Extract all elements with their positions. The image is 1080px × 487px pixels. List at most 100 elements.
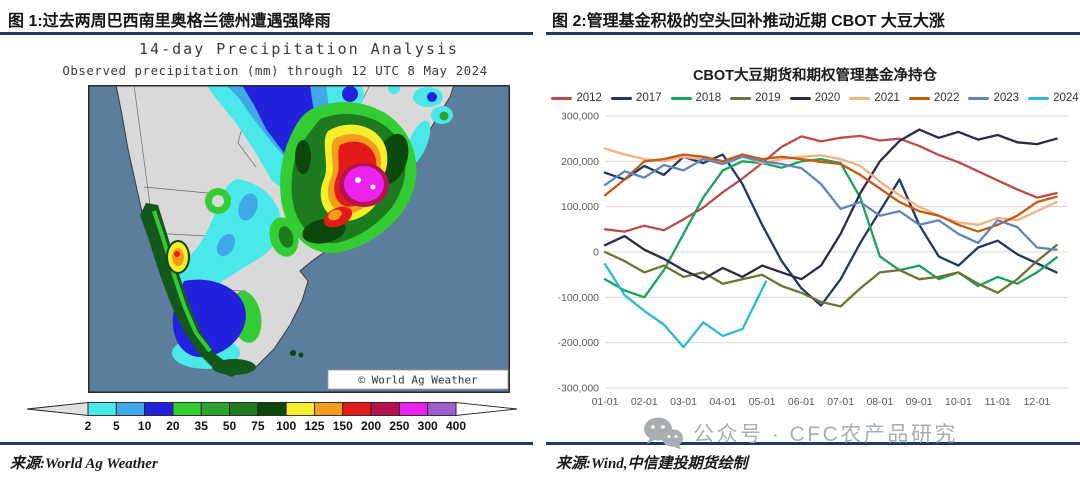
figure-2-title-rule <box>546 32 1080 35</box>
scale-label: 300 <box>418 419 438 433</box>
legend-swatch <box>551 96 573 100</box>
legend-label: 2021 <box>874 92 900 104</box>
scale-cell-250 <box>398 402 429 416</box>
scale-cell-5 <box>115 402 146 416</box>
legend-label: 2018 <box>695 92 722 104</box>
y-axis-tick: -200,000 <box>558 337 600 349</box>
series-line-2022 <box>603 153 1058 233</box>
wechat-watermark-text: 公众号 · CFC农产品研究 <box>693 423 958 446</box>
net-position-line-chart: 300,000 200,000 100,000 0 -100,000 -200,000 -3… <box>558 111 1068 408</box>
legend-label: 2020 <box>814 92 841 104</box>
y-axis-tick: 200,000 <box>561 156 599 168</box>
scale-label: 50 <box>223 419 237 433</box>
figure-2-source: 来源:Wind,中信建投期货绘制 <box>556 456 748 472</box>
series-line-2019 <box>603 244 1058 308</box>
legend-swatch <box>968 96 990 100</box>
figure-2-bottom-rule <box>546 442 1080 445</box>
scale-cell-20 <box>172 402 202 416</box>
legend-item-2024: 2024 <box>1028 92 1079 104</box>
chart-title: CBOT大豆期货和期权管理基金净持仓 <box>692 68 938 84</box>
scale-cell-75 <box>257 402 287 416</box>
legend-item-2012: 2012 <box>551 92 602 104</box>
legend-item-2021: 2021 <box>849 92 900 104</box>
legend-label: 2022 <box>933 92 960 104</box>
legend-item-2020: 2020 <box>789 92 841 104</box>
legend-item-2018: 2018 <box>670 92 722 104</box>
scale-label: 250 <box>389 419 409 433</box>
legend-swatch <box>849 96 871 100</box>
x-axis-tick: 04-01 <box>709 396 736 408</box>
figure-1-title-rule <box>0 32 533 35</box>
legend-swatch <box>789 96 811 100</box>
precip-map-title: 14-day Precipitation Analysis <box>139 40 459 58</box>
scale-label: 75 <box>251 419 265 433</box>
series-line-2012 <box>603 134 1058 233</box>
x-axis-tick: 03-01 <box>670 396 697 408</box>
series-line-2020 <box>603 128 1058 281</box>
precipitation-map: © World Ag Weather <box>88 85 510 393</box>
scale-cell-10 <box>144 402 174 416</box>
series-line-2023 <box>603 155 1058 251</box>
scale-arrow-right <box>455 401 518 417</box>
series-line-2024 <box>603 263 768 349</box>
precipitation-blobs <box>140 85 453 377</box>
y-axis-tick: 0 <box>593 246 599 258</box>
series-line-2017 <box>603 153 1058 307</box>
scale-cell-2 <box>87 402 117 416</box>
scale-label: 125 <box>304 419 324 433</box>
scale-cell-125 <box>314 402 344 416</box>
figure-1-bottom-rule <box>0 442 533 445</box>
scale-cell-300 <box>427 402 457 416</box>
chart-legend: 2012 2017 2018 2019 2020 2021 2022 2023 2024 <box>551 92 1079 104</box>
scale-cell-200 <box>370 402 400 416</box>
legend-label: 2024 <box>1053 92 1079 104</box>
x-axis-tick: 07-01 <box>827 396 854 408</box>
scale-label: 20 <box>166 419 180 433</box>
legend-swatch <box>908 96 930 100</box>
y-axis-tick: -100,000 <box>558 292 600 304</box>
legend-swatch <box>610 96 632 100</box>
scale-arrow-left <box>26 401 89 417</box>
scale-cell-150 <box>342 402 372 416</box>
scale-label: 100 <box>276 419 296 433</box>
legend-label: 2017 <box>635 92 662 104</box>
x-axis-tick: 09-01 <box>906 396 933 408</box>
x-axis-tick: 08-01 <box>866 396 893 408</box>
map-frame <box>88 85 510 393</box>
legend-swatch <box>670 96 692 100</box>
x-axis-tick: 01-01 <box>592 396 619 408</box>
legend-item-2017: 2017 <box>610 92 662 104</box>
map-watermark-box <box>327 369 509 390</box>
x-axis-tick: 11-01 <box>985 396 1011 408</box>
legend-label: 2023 <box>993 92 1020 104</box>
y-axis-tick: -300,000 <box>558 382 600 394</box>
scale-cell-50 <box>229 402 259 416</box>
scale-label: 200 <box>361 419 381 433</box>
legend-item-2022: 2022 <box>908 92 960 104</box>
precip-map-subtitle: Observed precipitation (mm) through 12 U… <box>62 63 488 78</box>
scale-label: 5 <box>113 419 120 433</box>
y-axis-tick: 100,000 <box>561 201 599 213</box>
wechat-icon <box>644 417 683 450</box>
y-axis-tick: 300,000 <box>561 111 599 123</box>
precip-color-scale: 2 5 10 20 35 50 75 100 125 150 200 250 300 400 <box>26 401 518 433</box>
legend-item-2023: 2023 <box>968 92 1019 104</box>
x-axis-tick: 12-01 <box>1024 396 1051 408</box>
scale-label: 400 <box>446 419 466 433</box>
x-axis-tick: 02-01 <box>631 396 658 408</box>
scale-label: 35 <box>195 419 209 433</box>
legend-swatch <box>1028 96 1050 100</box>
x-axis-tick: 10-01 <box>945 396 972 408</box>
scale-cell-35 <box>200 402 230 416</box>
series-line-2021 <box>603 147 1058 226</box>
wechat-watermark: 公众号 · CFC农产品研究 <box>642 416 958 450</box>
figure-1-source: 来源:World Ag Weather <box>10 456 158 472</box>
scale-cell-100 <box>285 402 315 416</box>
scale-label: 10 <box>138 419 152 433</box>
legend-swatch <box>730 96 752 100</box>
legend-label: 2012 <box>576 92 602 104</box>
figure-1-title: 图 1:过去两周巴西南里奥格兰德州遭遇强降雨 <box>8 13 331 30</box>
map-watermark-text: © World Ag Weather <box>358 374 478 387</box>
legend-item-2019: 2019 <box>730 92 781 104</box>
